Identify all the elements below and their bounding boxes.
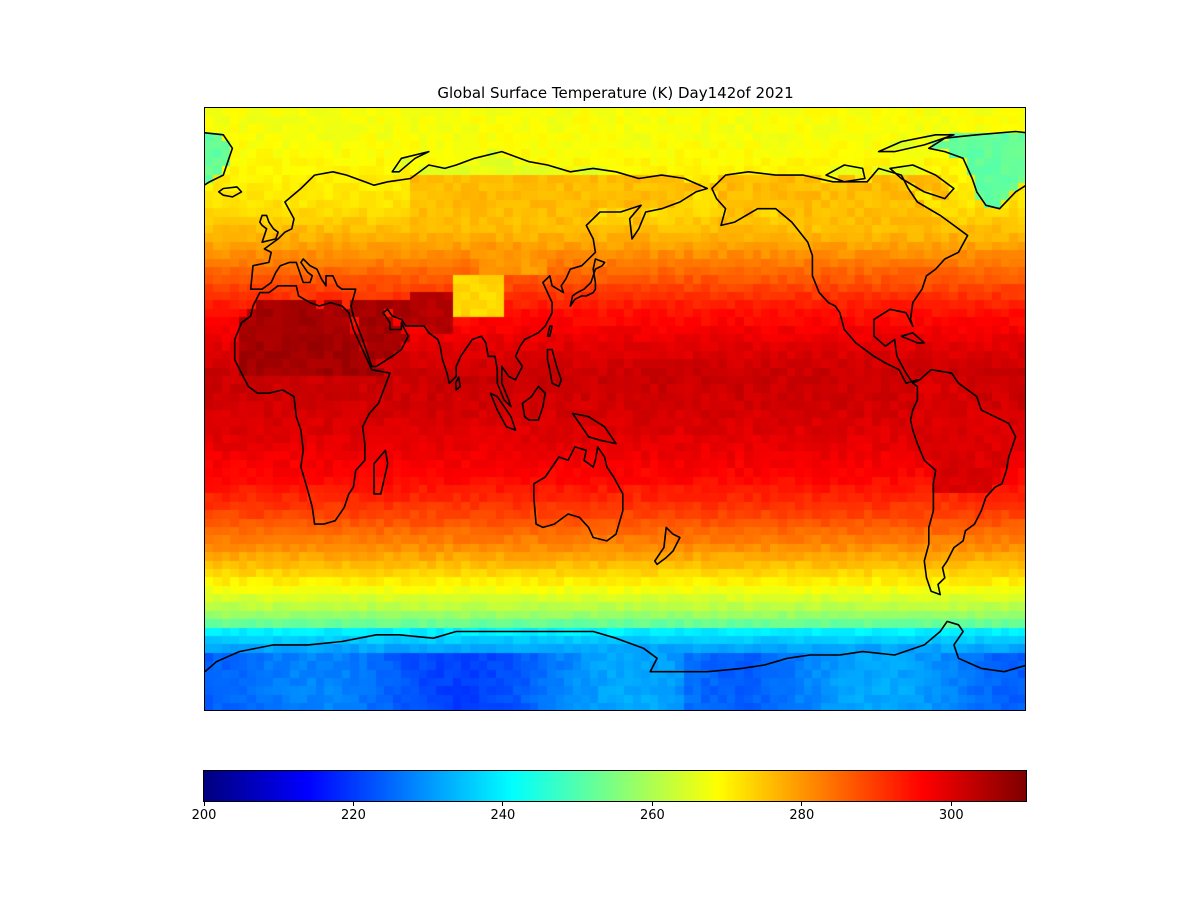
coastline-japan [569, 258, 606, 307]
colorbar-tick-label: 240 [490, 808, 516, 823]
coastline-baffin [889, 164, 955, 200]
colorbar [203, 770, 1027, 802]
colorbar-tick-mark [203, 802, 205, 806]
coastline-new-guinea [571, 412, 617, 445]
coastline-philippines [546, 348, 562, 388]
coastline-taiwan [546, 325, 553, 337]
colorbar-tick-label: 260 [639, 808, 665, 823]
colorbar-gradient [204, 771, 1026, 801]
coastline-africa [233, 285, 391, 525]
colorbar-tick-label: 220 [341, 808, 366, 823]
coastline-australia [533, 446, 624, 542]
coastline-borneo [521, 385, 546, 421]
coastline-greenland [205, 131, 234, 186]
colorbar-tick-label: 300 [938, 808, 964, 823]
colorbar-tick-mark [502, 802, 504, 806]
coastline-sri-lanka [454, 376, 462, 391]
coastline-uk [259, 214, 279, 243]
temperature-heatmap [205, 108, 1025, 710]
coastlines-layer [205, 130, 1025, 673]
map-axes [204, 107, 1026, 711]
coastline-iceland [217, 186, 243, 198]
coastline-south-america [909, 368, 1017, 596]
coastline-victoria-island [825, 164, 866, 183]
coastline-sumatra [489, 392, 517, 431]
colorbar-tick-mark [651, 802, 653, 806]
coastline-antarctica [205, 620, 1025, 673]
coastline-eurasia [249, 150, 709, 408]
coastline-ellesmere [877, 134, 955, 153]
coastline-cuba [900, 332, 926, 344]
plot-title: Global Surface Temperature (K) Day142of … [437, 84, 794, 102]
coastline-new-zealand [654, 526, 681, 566]
colorbar-tick-label: 280 [789, 808, 815, 823]
coastline-novaya-zemlya [391, 150, 430, 173]
colorbar-tick-mark [801, 802, 803, 806]
colorbar-tick-mark [352, 802, 354, 806]
coastline-north-america [711, 167, 969, 384]
colorbar-tick-mark [950, 802, 952, 806]
coastline-greenland [928, 130, 1025, 210]
colorbar-tick-label: 200 [191, 808, 217, 823]
coastline-madagascar [373, 449, 389, 495]
